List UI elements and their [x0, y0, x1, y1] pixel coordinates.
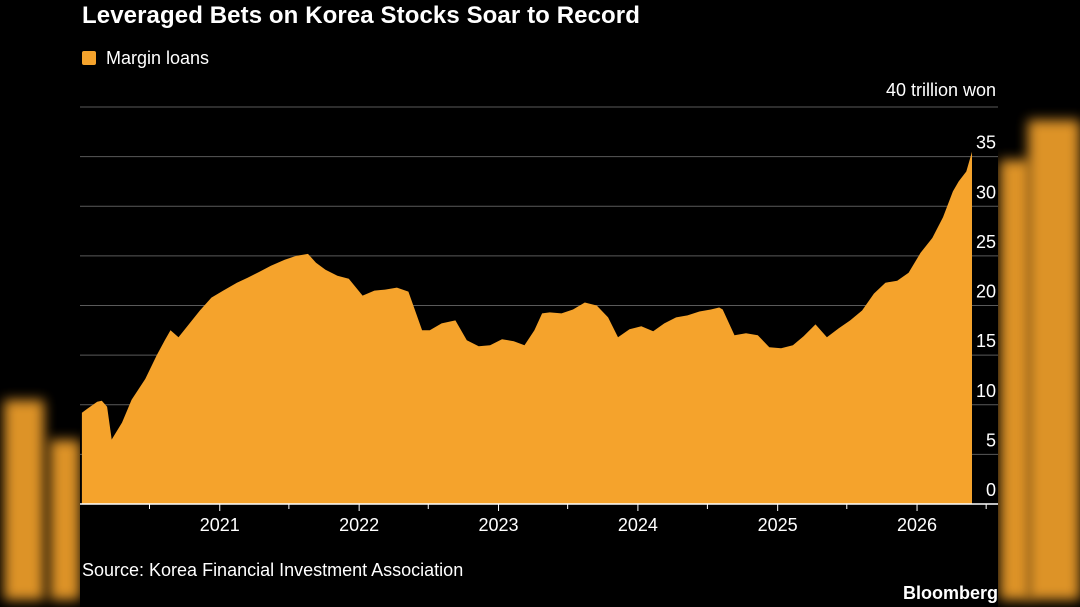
- chart-title: Leveraged Bets on Korea Stocks Soar to R…: [82, 2, 640, 29]
- source-note: Source: Korea Financial Investment Assoc…: [82, 560, 464, 580]
- chart-panel: Leveraged Bets on Korea Stocks Soar to R…: [80, 0, 998, 607]
- y-tick-label: 25: [976, 232, 996, 252]
- bloomberg-logo: Bloomberg: [902, 583, 998, 603]
- background-left-band: [0, 0, 80, 607]
- y-tick-label: 0: [986, 480, 996, 500]
- y-tick-label: 35: [976, 133, 996, 153]
- y-tick-label: 30: [976, 182, 996, 202]
- y-tick-label: 10: [976, 381, 996, 401]
- x-tick-label: 2021: [200, 515, 240, 535]
- x-tick-label: 2023: [478, 515, 518, 535]
- margin-loans-area: [81, 151, 972, 504]
- x-tick-label: 2022: [339, 515, 379, 535]
- legend-label: Margin loans: [106, 47, 210, 68]
- y-tick-label: 5: [986, 430, 996, 450]
- x-tick-label: 2026: [897, 515, 937, 535]
- x-tick-label: 2025: [758, 515, 798, 535]
- x-tick-label: 2024: [618, 515, 658, 535]
- legend: Margin loans: [82, 47, 209, 69]
- background-right-band: [998, 0, 1080, 607]
- legend-swatch: [82, 51, 96, 65]
- y-tick-label: 20: [976, 282, 996, 302]
- y-tick-label: 15: [976, 331, 996, 351]
- y-axis-unit-label: 40 trillion won: [885, 80, 996, 100]
